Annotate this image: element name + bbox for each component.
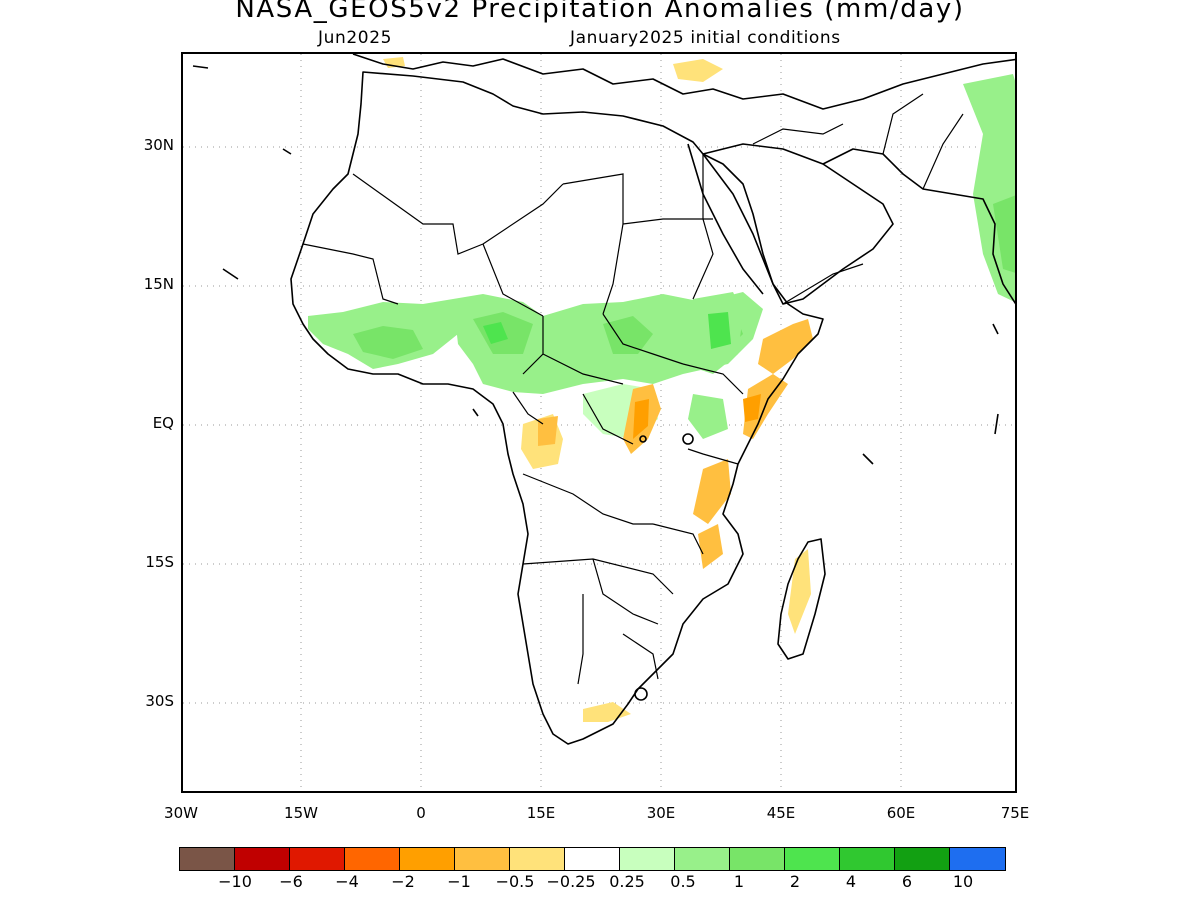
lon-label-60e: 60E <box>886 804 916 822</box>
legend-swatch <box>950 848 1005 870</box>
legend-tick-label: −0.25 <box>546 872 596 891</box>
africa-coastline <box>290 71 824 745</box>
legend-tick-label: −2 <box>391 872 415 891</box>
legend-swatch <box>730 848 785 870</box>
legend-tick-label: 4 <box>845 872 857 891</box>
arabia-coastline <box>702 143 894 305</box>
precip-anomaly-fill <box>308 57 1015 722</box>
lon-label-30w: 30W <box>164 804 198 822</box>
lon-label-15w: 15W <box>284 804 318 822</box>
country-borders <box>302 93 964 685</box>
legend-swatch <box>345 848 400 870</box>
lon-label-30e: 30E <box>646 804 676 822</box>
legend-swatch <box>785 848 840 870</box>
legend-colorbar <box>179 847 1006 871</box>
legend-swatch <box>675 848 730 870</box>
lat-label-15s: 15S <box>145 553 174 571</box>
lat-label-30s: 30S <box>145 692 174 710</box>
forecast-month: Jun2025 <box>318 28 393 48</box>
anomaly-south-africa <box>583 702 631 722</box>
legend-swatch <box>400 848 455 870</box>
asia-coastline <box>822 148 1015 305</box>
initial-conditions: January2025 initial conditions <box>570 28 841 48</box>
map-plot-area <box>181 52 1017 793</box>
lat-label-15n: 15N <box>143 275 174 293</box>
lon-label-45e: 45E <box>766 804 796 822</box>
legend-swatch <box>235 848 290 870</box>
legend-tick-label: −0.5 <box>495 872 535 891</box>
coastlines <box>192 54 1015 745</box>
legend-swatch <box>180 848 235 870</box>
legend-swatch <box>290 848 345 870</box>
legend-swatch <box>455 848 510 870</box>
legend-tick-label: 2 <box>789 872 801 891</box>
legend-swatch <box>565 848 620 870</box>
anomaly-madagascar <box>788 549 811 634</box>
lon-label-15e: 15E <box>526 804 556 822</box>
lon-label-0: 0 <box>416 804 426 822</box>
legend-tick-label: 10 <box>952 872 974 891</box>
legend-tick-label: 1 <box>733 872 745 891</box>
legend-tick-label: −10 <box>218 872 252 891</box>
europe-coastline <box>352 54 1015 110</box>
legend-tick-label: 6 <box>901 872 913 891</box>
chart-title: NASA_GEOS5v2 Precipitation Anomalies (mm… <box>235 0 965 24</box>
anomaly-horn <box>758 319 813 374</box>
madagascar-coastline <box>777 538 826 660</box>
legend-tick-label: 0.25 <box>609 872 645 891</box>
graticule <box>183 54 1015 791</box>
legend-tick-label: −1 <box>447 872 471 891</box>
map-svg <box>183 54 1015 791</box>
legend-swatch <box>895 848 950 870</box>
legend-tick-label: 0.5 <box>670 872 696 891</box>
legend-swatch <box>620 848 675 870</box>
legend-tick-label: −6 <box>279 872 303 891</box>
lat-label-30n: 30N <box>143 136 174 154</box>
lon-label-75e: 75E <box>1000 804 1030 822</box>
lat-label-eq: EQ <box>152 414 174 432</box>
legend-tick-label: −4 <box>335 872 359 891</box>
legend-swatch <box>510 848 565 870</box>
legend-swatch <box>840 848 895 870</box>
